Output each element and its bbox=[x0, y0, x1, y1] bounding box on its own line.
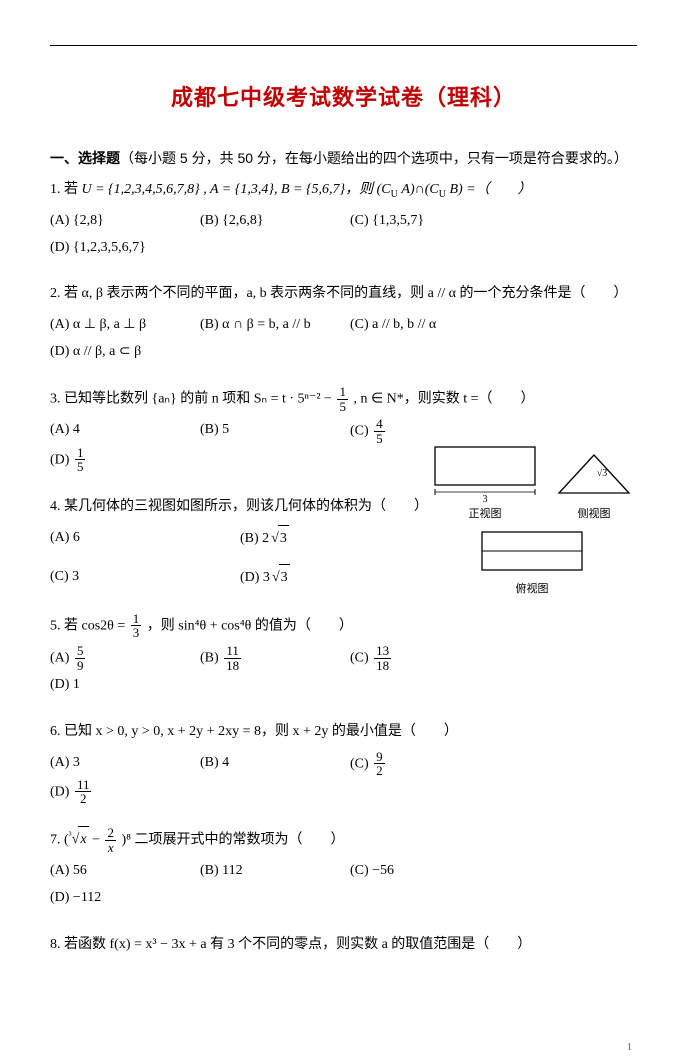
q6-options: (A) 3 (B) 4 (C) 92 (D) 112 bbox=[50, 750, 637, 807]
q6-opt-d: (D) 112 bbox=[50, 778, 200, 806]
q7-prefix: 7. ( bbox=[50, 832, 69, 847]
q1-body2: A)∩(C bbox=[401, 182, 438, 197]
q3-frac-den: 5 bbox=[337, 400, 348, 414]
q6-opt-b: (B) 4 bbox=[200, 750, 350, 778]
q7-opt-c: (C) −56 bbox=[350, 858, 500, 885]
q7-mid: − bbox=[89, 832, 104, 847]
question-1: 1. 若 U = {1,2,3,4,5,6,7,8} , A = {1,3,4}… bbox=[50, 177, 637, 204]
q2-options: (A) α ⊥ β, a ⊥ β (B) α ∩ β = b, a // b (… bbox=[50, 312, 637, 365]
q4-opt-d: (D) 33 bbox=[240, 564, 430, 592]
q4-opt-c: (C) 3 bbox=[50, 564, 240, 592]
section-1-heading: 一、选择题（每小题 5 分，共 50 分，在每小题给出的四个选项中，只有一项是符… bbox=[50, 147, 637, 169]
side-view: √3 侧视图 bbox=[554, 450, 634, 521]
q4-opt-b: (B) 23 bbox=[240, 525, 430, 553]
q4-b-sqrt: 3 bbox=[269, 525, 289, 553]
q1-opt-a: (A) {2,8} bbox=[50, 208, 200, 235]
front-view: 3 正视图 bbox=[430, 442, 540, 521]
q5-opt-b: (B) 1118 bbox=[200, 644, 350, 672]
q5-frac: 1 3 bbox=[131, 612, 142, 640]
q3-c-pre: (C) bbox=[350, 424, 372, 439]
page-number: 1 bbox=[627, 1041, 633, 1053]
top-view-svg bbox=[477, 527, 587, 577]
question-6: 6. 已知 x > 0, y > 0, x + 2y + 2xy = 8，则 x… bbox=[50, 719, 637, 746]
exam-title: 成都七中级考试数学试卷（理科） bbox=[50, 80, 637, 112]
q1-opt-d: (D) {1,2,3,5,6,7} bbox=[50, 235, 200, 262]
q1-opt-c: (C) {1,3,5,7} bbox=[350, 208, 500, 235]
q3-d-pre: (D) bbox=[50, 452, 73, 467]
q1-body1: U = {1,2,3,4,5,6,7,8} , A = {1,3,4}, B =… bbox=[82, 182, 391, 197]
question-2: 2. 若 α, β 表示两个不同的平面，a, b 表示两条不同的直线，则 a /… bbox=[50, 281, 637, 308]
front-view-label: 正视图 bbox=[430, 505, 540, 521]
q5-prefix: 5. 若 cos2θ = bbox=[50, 618, 129, 633]
q3-d-frac: 1 5 bbox=[75, 446, 86, 474]
question-8: 8. 若函数 f(x) = x³ − 3x + a 有 3 个不同的零点，则实数… bbox=[50, 932, 637, 959]
q7-options: (A) 56 (B) 112 (C) −56 (D) −112 bbox=[50, 858, 637, 911]
q5-suffix: ，则 sin⁴θ + cos⁴θ 的值为（ ） bbox=[147, 618, 353, 633]
q4-b-pre: (B) 2 bbox=[240, 531, 269, 546]
q1-options: (A) {2,8} (B) {2,6,8} (C) {1,3,5,7} (D) … bbox=[50, 208, 637, 261]
q4-d-pre: (D) 3 bbox=[240, 570, 270, 585]
front-view-svg bbox=[430, 442, 540, 497]
q5-opt-c: (C) 1318 bbox=[350, 644, 500, 672]
q1-prefix: 1. 若 bbox=[50, 182, 78, 197]
question-5: 5. 若 cos2θ = 1 3 ，则 sin⁴θ + cos⁴θ 的值为（ ） bbox=[50, 612, 637, 640]
question-7: 7. (³x − 2 x )⁸ 二项展开式中的常数项为（ ） bbox=[50, 826, 637, 854]
q2-opt-d: (D) α // β, a ⊂ β bbox=[50, 339, 200, 366]
q7-opt-b: (B) 112 bbox=[200, 858, 350, 885]
question-3: 3. 已知等比数列 {aₙ} 的前 n 项和 Sₙ = t · 5ⁿ⁻² − 1… bbox=[50, 385, 637, 413]
q3-frac-num: 1 bbox=[337, 385, 348, 400]
q3-opt-a: (A) 4 bbox=[50, 417, 200, 445]
q2-opt-c: (C) a // b, b // α bbox=[350, 312, 500, 339]
side-view-label: 侧视图 bbox=[554, 505, 634, 521]
side-view-dim: √3 bbox=[592, 468, 612, 479]
q3-opt-b: (B) 5 bbox=[200, 417, 350, 445]
top-view-label: 俯视图 bbox=[427, 580, 637, 596]
q3-frac: 1 5 bbox=[337, 385, 348, 413]
q3-suffix: , n ∈ N*，则实数 t =（ ） bbox=[353, 392, 534, 407]
q7-cbrt: x bbox=[70, 826, 89, 854]
q2-opt-b: (B) α ∩ β = b, a // b bbox=[200, 312, 350, 339]
q4-options-row1: (A) 6 (B) 23 bbox=[50, 525, 430, 553]
q1-sub1: U bbox=[391, 189, 398, 200]
q7-frac: 2 x bbox=[105, 826, 116, 854]
question-4: 4. 某几何体的三视图如图所示，则该几何体的体积为（ ） bbox=[50, 494, 430, 521]
q6-opt-a: (A) 3 bbox=[50, 750, 200, 778]
q6-opt-c: (C) 92 bbox=[350, 750, 500, 778]
q7-opt-d: (D) −112 bbox=[50, 885, 200, 912]
section-1-rest: （每小题 5 分，共 50 分，在每小题给出的四个选项中，只有一项是符合要求的。… bbox=[120, 150, 628, 166]
q5-opt-a: (A) 59 bbox=[50, 644, 200, 672]
q1-body3: B) =（ ） bbox=[449, 182, 531, 197]
q4-figures: 3 正视图 √3 侧视图 俯视图 bbox=[427, 442, 637, 596]
q3-prefix: 3. 已知等比数列 {aₙ} 的前 n 项和 Sₙ = t · 5ⁿ⁻² − bbox=[50, 392, 335, 407]
header-rule bbox=[50, 45, 637, 46]
q5-options: (A) 59 (B) 1118 (C) 1318 (D) 1 bbox=[50, 644, 637, 699]
q5-opt-d: (D) 1 bbox=[50, 672, 200, 699]
section-1-bold: 一、选择题 bbox=[50, 150, 120, 166]
q7-suffix: )⁸ 二项展开式中的常数项为（ ） bbox=[121, 832, 344, 847]
q4-d-sqrt: 3 bbox=[270, 564, 290, 592]
q4-options-row2: (C) 3 (D) 33 bbox=[50, 564, 430, 592]
q7-opt-a: (A) 56 bbox=[50, 858, 200, 885]
q3-c-frac: 4 5 bbox=[374, 417, 385, 445]
q3-opt-d: (D) 1 5 bbox=[50, 446, 200, 474]
q1-opt-b: (B) {2,6,8} bbox=[200, 208, 350, 235]
q1-sub2: U bbox=[439, 189, 446, 200]
top-view: 俯视图 bbox=[427, 527, 637, 596]
q4-opt-a: (A) 6 bbox=[50, 525, 240, 553]
exam-page: 成都七中级考试数学试卷（理科） 一、选择题（每小题 5 分，共 50 分，在每小… bbox=[0, 0, 687, 1061]
q2-opt-a: (A) α ⊥ β, a ⊥ β bbox=[50, 312, 200, 339]
